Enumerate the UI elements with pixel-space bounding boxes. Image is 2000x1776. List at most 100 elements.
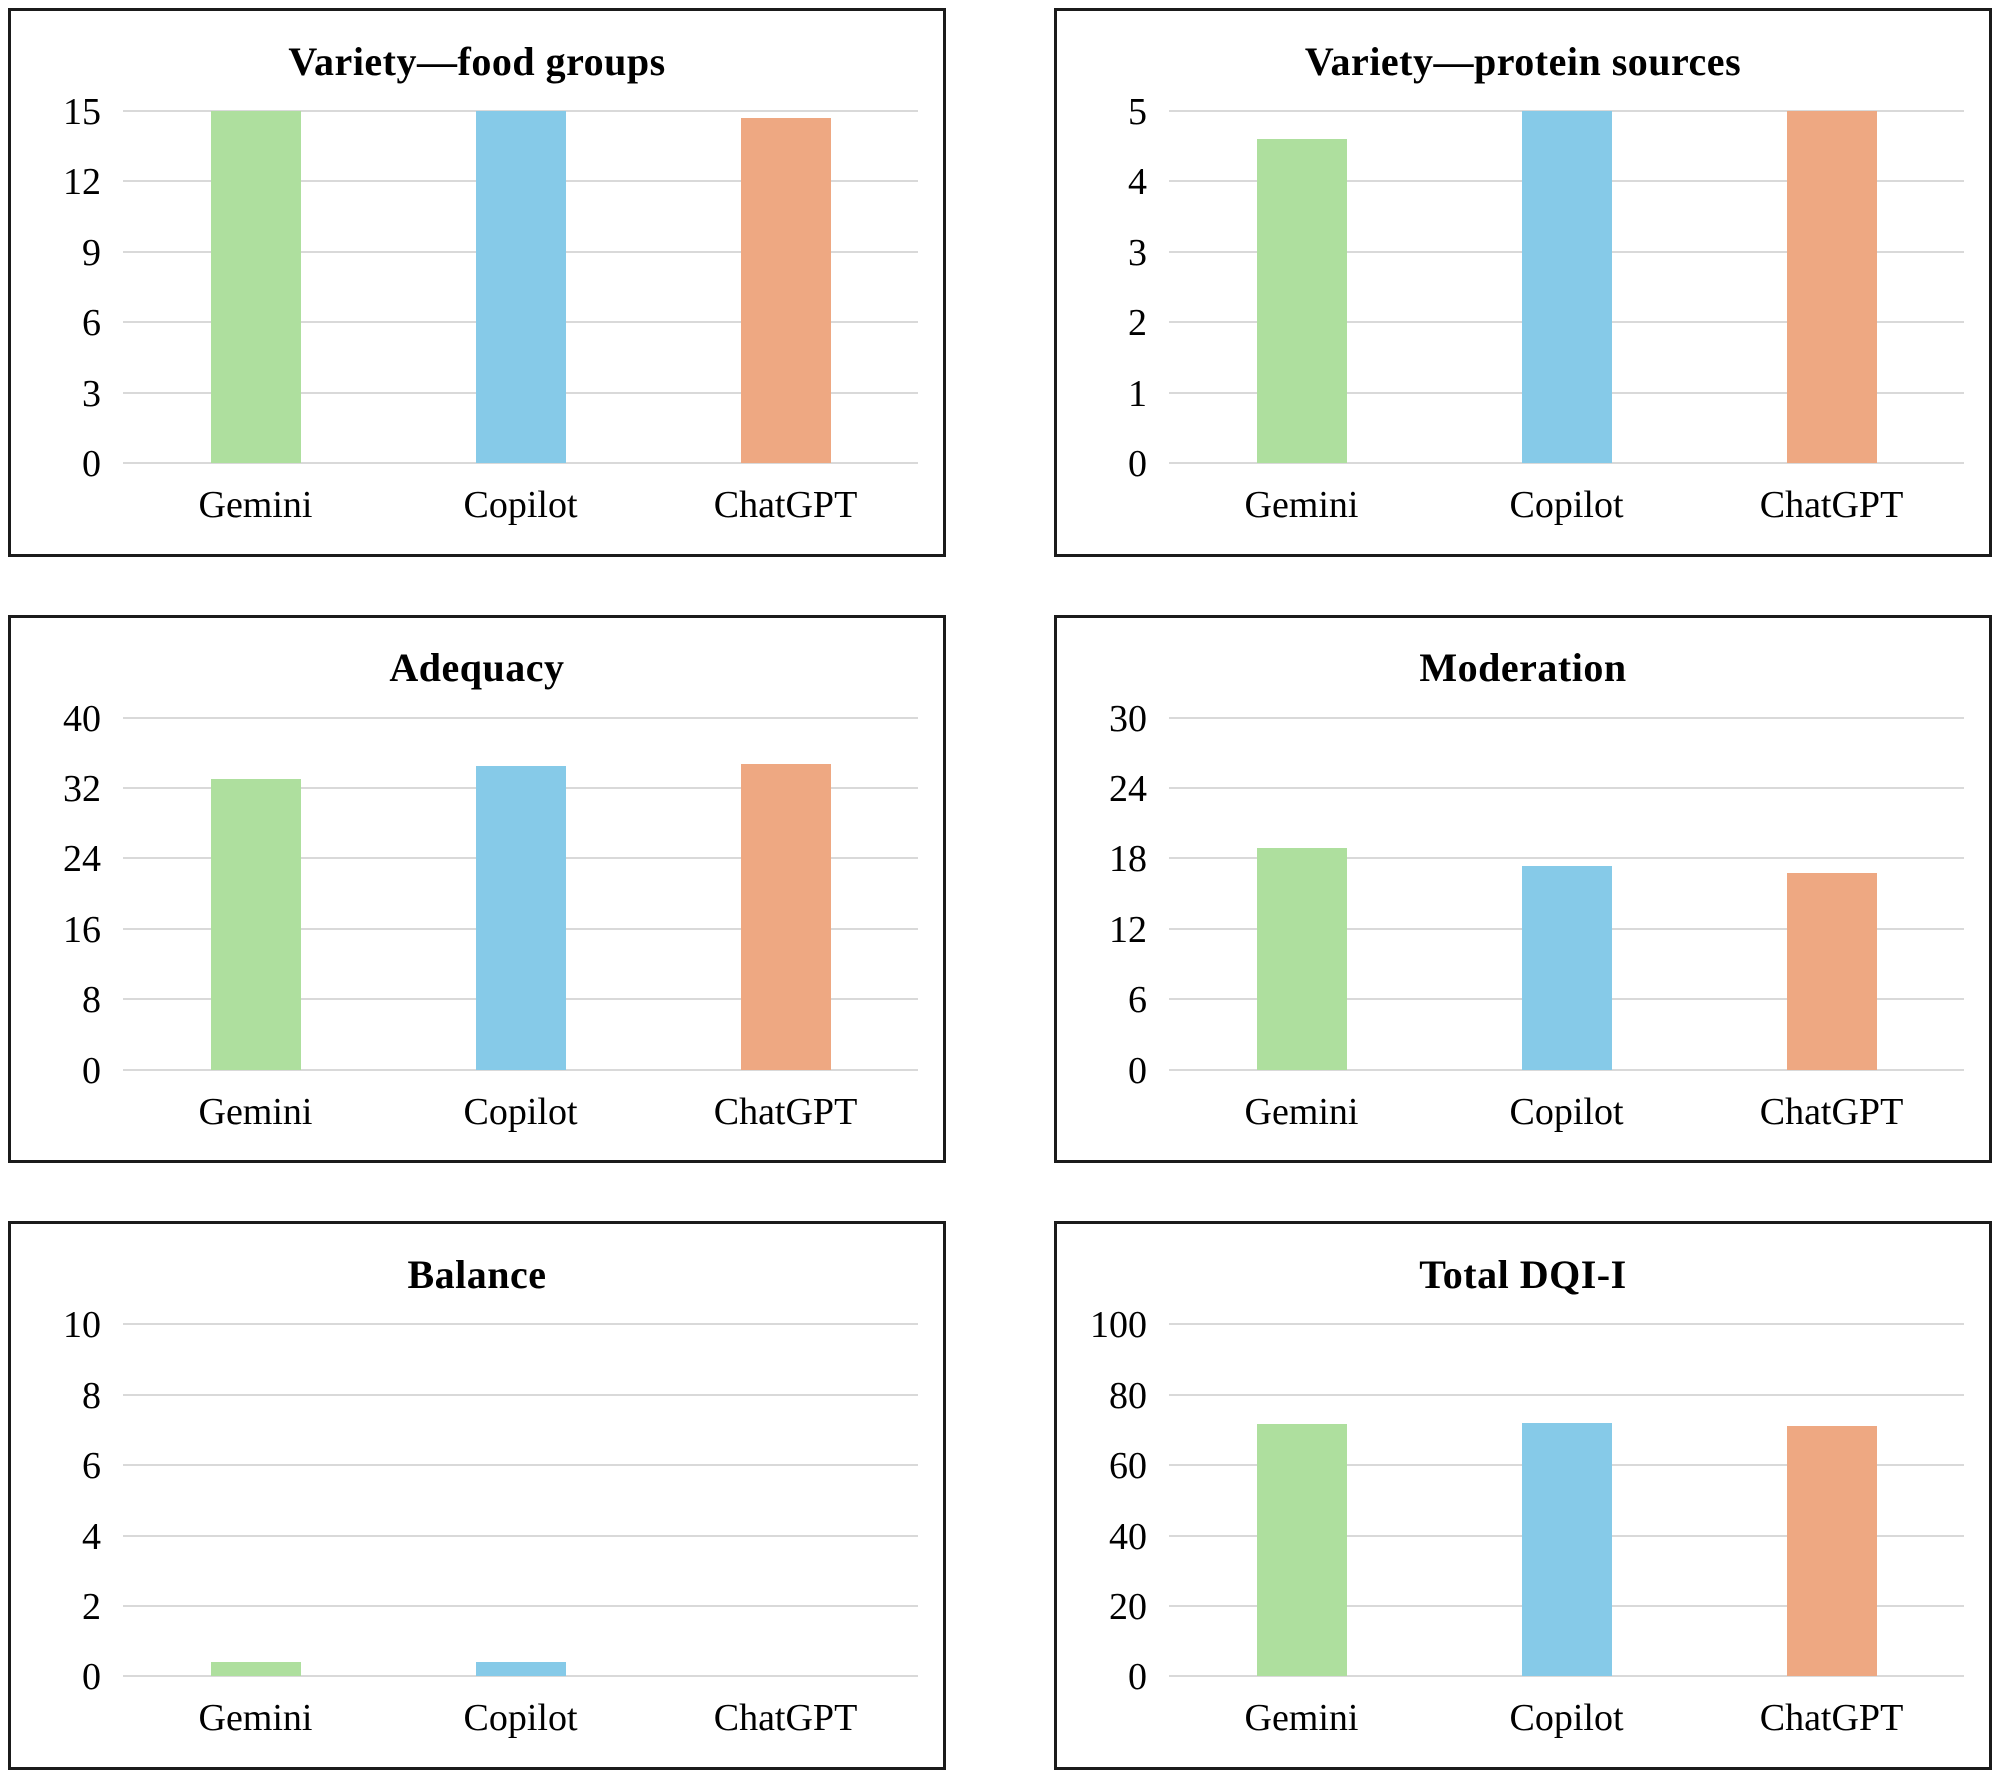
bar-chatgpt [1786, 111, 1877, 463]
plot-area [123, 110, 918, 464]
plot-area [1169, 1323, 1964, 1678]
gridline [1169, 1323, 1964, 1326]
chart-panel: Adequacy 0 8 16 24 32 40 Gemini Copilot ChatGPT [8, 614, 946, 1164]
y-tick-label: 18 [1109, 838, 1147, 881]
x-axis-label: Gemini [198, 1697, 313, 1740]
bar-chatgpt [1786, 872, 1877, 1070]
y-tick-label: 5 [1128, 90, 1147, 133]
y-tick-label: 20 [1109, 1585, 1147, 1628]
y-tick-label: 40 [1109, 1515, 1147, 1558]
y-tick-label: 12 [63, 161, 101, 204]
x-axis-label: Copilot [463, 484, 578, 526]
bar-gemini [1256, 847, 1347, 1070]
y-tick-label: 0 [82, 1656, 101, 1699]
bar-gemini [210, 111, 301, 463]
y-tick-label: 4 [82, 1515, 101, 1558]
chart-body: 0 20 40 60 80 100 Gemini Copilot ChatGPT [1057, 1306, 1989, 1767]
x-axis-label: Gemini [1244, 484, 1359, 526]
gridline [1169, 787, 1964, 790]
y-tick-label: 2 [1128, 301, 1147, 344]
y-tick-label: 3 [82, 372, 101, 415]
gridline [123, 1534, 918, 1537]
y-tick-label: 8 [82, 1374, 101, 1417]
bar-copilot [1521, 111, 1612, 463]
y-tick-label: 0 [1128, 1049, 1147, 1092]
x-axis-label: Copilot [1509, 1090, 1624, 1133]
chart-title: Total DQI-I [1419, 1251, 1627, 1297]
gridline [123, 716, 918, 719]
bar-copilot [1521, 865, 1612, 1070]
y-axis: 0 20 40 60 80 100 [1057, 1306, 1169, 1696]
gridline [123, 1393, 918, 1396]
bar-copilot [1521, 1422, 1612, 1677]
plot-area [1169, 716, 1964, 1071]
y-tick-label: 16 [63, 908, 101, 951]
plot-area [1169, 110, 1964, 464]
y-tick-label: 32 [63, 767, 101, 810]
chart-body: 0 6 12 18 24 30 Gemini Copilot ChatGPT [1057, 699, 1989, 1161]
y-axis: 0 8 16 24 32 40 [11, 699, 123, 1089]
y-tick-label: 12 [1109, 908, 1147, 951]
y-tick-label: 3 [1128, 231, 1147, 274]
y-tick-label: 60 [1109, 1444, 1147, 1487]
bar-gemini [1256, 1424, 1347, 1677]
plot-area [123, 716, 918, 1071]
y-tick-label: 0 [82, 442, 101, 485]
bar-copilot [475, 766, 566, 1070]
y-tick-label: 0 [1128, 442, 1147, 485]
chart-body: 0 8 16 24 32 40 Gemini Copilot ChatGPT [11, 699, 943, 1161]
chart-panel: Balance 0 2 4 6 8 10 Gemini Copilot ChatGPT [8, 1221, 946, 1770]
y-tick-label: 1 [1128, 372, 1147, 415]
bar-chatgpt [740, 118, 831, 463]
y-tick-label: 6 [82, 301, 101, 344]
x-axis-label: ChatGPT [1759, 1697, 1904, 1740]
chart-title: Variety—food groups [288, 38, 666, 84]
chart-panel: Total DQI-I 0 20 40 60 80 100 Gemini Copilot Chat… [1054, 1221, 1992, 1770]
y-axis: 0 3 6 9 12 15 [11, 93, 123, 483]
y-tick-label: 2 [82, 1585, 101, 1628]
gridline [1169, 1393, 1964, 1396]
y-tick-label: 40 [63, 697, 101, 740]
gridline [123, 462, 918, 464]
gridline [1169, 857, 1964, 860]
y-tick-label: 100 [1090, 1304, 1147, 1347]
y-axis: 0 6 12 18 24 30 [1057, 699, 1169, 1089]
x-axis-label: ChatGPT [713, 1697, 858, 1740]
gridline [123, 1323, 918, 1326]
y-axis: 0 2 4 6 8 10 [11, 1306, 123, 1696]
x-axis-label: Gemini [198, 484, 313, 526]
y-tick-label: 24 [63, 838, 101, 881]
x-axis-label: Copilot [463, 1697, 578, 1740]
gridline [123, 1464, 918, 1467]
y-tick-label: 30 [1109, 697, 1147, 740]
y-tick-label: 8 [82, 979, 101, 1022]
chart-title: Adequacy [389, 645, 565, 691]
gridline [1169, 1068, 1964, 1071]
x-axis-label: Gemini [198, 1090, 313, 1133]
y-tick-label: 9 [82, 231, 101, 274]
bar-chatgpt [740, 764, 831, 1070]
chart-title: Variety—protein sources [1304, 38, 1742, 84]
x-axis-label: ChatGPT [713, 484, 858, 526]
bar-copilot [475, 111, 566, 463]
y-tick-label: 0 [1128, 1656, 1147, 1699]
y-tick-label: 6 [1128, 979, 1147, 1022]
x-axis-label: ChatGPT [1759, 1090, 1904, 1133]
bar-copilot [475, 1662, 566, 1677]
x-axis-label: Gemini [1244, 1090, 1359, 1133]
gridline [1169, 462, 1964, 464]
y-tick-label: 15 [63, 90, 101, 133]
y-tick-label: 4 [1128, 161, 1147, 204]
gridline [1169, 716, 1964, 719]
chart-body: 0 3 6 9 12 15 Gemini Copilot ChatGPT [11, 93, 943, 554]
x-axis-label: ChatGPT [1759, 484, 1904, 526]
bar-gemini [210, 1662, 301, 1677]
chart-title: Balance [407, 1251, 547, 1297]
chart-panel: Variety—food groups 0 3 6 9 12 15 Gemini Copilot… [8, 8, 946, 557]
chart-body: 0 1 2 3 4 5 Gemini Copilot ChatGPT [1057, 93, 1989, 554]
y-tick-label: 24 [1109, 767, 1147, 810]
gridline [123, 1604, 918, 1607]
bar-gemini [210, 779, 301, 1070]
x-axis-label: Gemini [1244, 1697, 1359, 1740]
